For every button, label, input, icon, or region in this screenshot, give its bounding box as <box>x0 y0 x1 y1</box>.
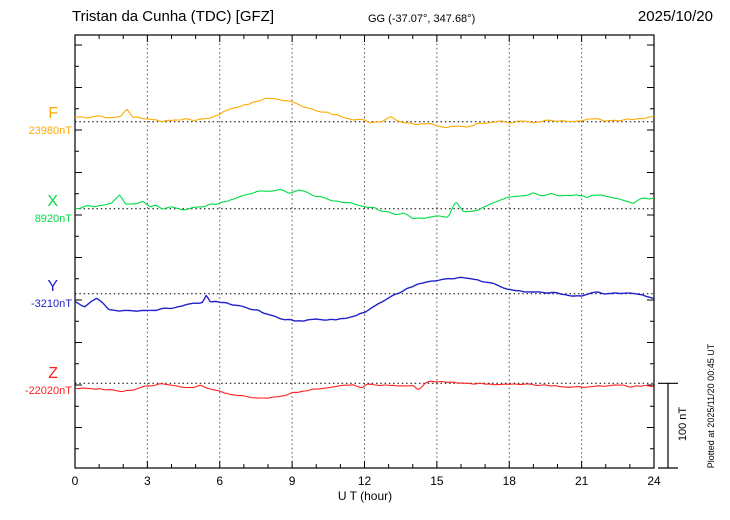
channel-x-letter: X <box>47 193 58 210</box>
x-tick-label-21: 21 <box>574 474 589 488</box>
channel-label-f: F 23980nT <box>0 106 72 138</box>
channel-z-baseline-value: -22020nT <box>24 385 72 397</box>
x-tick-label-24: 24 <box>647 474 661 488</box>
x-tick-label-3: 3 <box>144 474 151 488</box>
channel-f-letter: F <box>48 105 58 122</box>
trace-x <box>74 188 655 219</box>
trace-z <box>74 380 655 399</box>
channel-label-x: X 8920nT <box>0 194 72 226</box>
station-title: Tristan da Cunha (TDC) [GFZ] <box>72 8 274 25</box>
channel-z-letter: Z <box>48 365 58 382</box>
channel-f-baseline-value: 23980nT <box>28 125 72 137</box>
trace-f <box>75 97 655 129</box>
x-tick-label-6: 6 <box>216 474 224 488</box>
channel-label-y: Y -3210nT <box>0 279 72 311</box>
x-tick-label-18: 18 <box>502 474 516 488</box>
plot-date: 2025/10/20 <box>637 8 713 25</box>
x-tick-label-0: 0 <box>71 474 79 488</box>
channel-label-z: Z -22020nT <box>0 366 72 398</box>
x-tick-label-12: 12 <box>357 474 372 488</box>
channel-y-letter: Y <box>47 278 58 295</box>
x-axis-title: U T (hour) <box>0 489 730 503</box>
x-axis-title-text: U T (hour) <box>337 489 393 503</box>
x-tick-label-9: 9 <box>288 474 296 488</box>
channel-x-baseline-value: 8920nT <box>34 213 72 225</box>
scale-bar-label: 100 nT <box>677 406 689 442</box>
x-tick-label-15: 15 <box>430 474 444 488</box>
trace-y <box>74 276 655 322</box>
channel-y-baseline-value: -3210nT <box>31 298 72 310</box>
plotted-at-timestamp: Plotted at 2025/11/20 00:45 UT <box>706 343 716 469</box>
geographic-coordinates: GG (-37.07°, 347.68°) <box>368 13 476 25</box>
